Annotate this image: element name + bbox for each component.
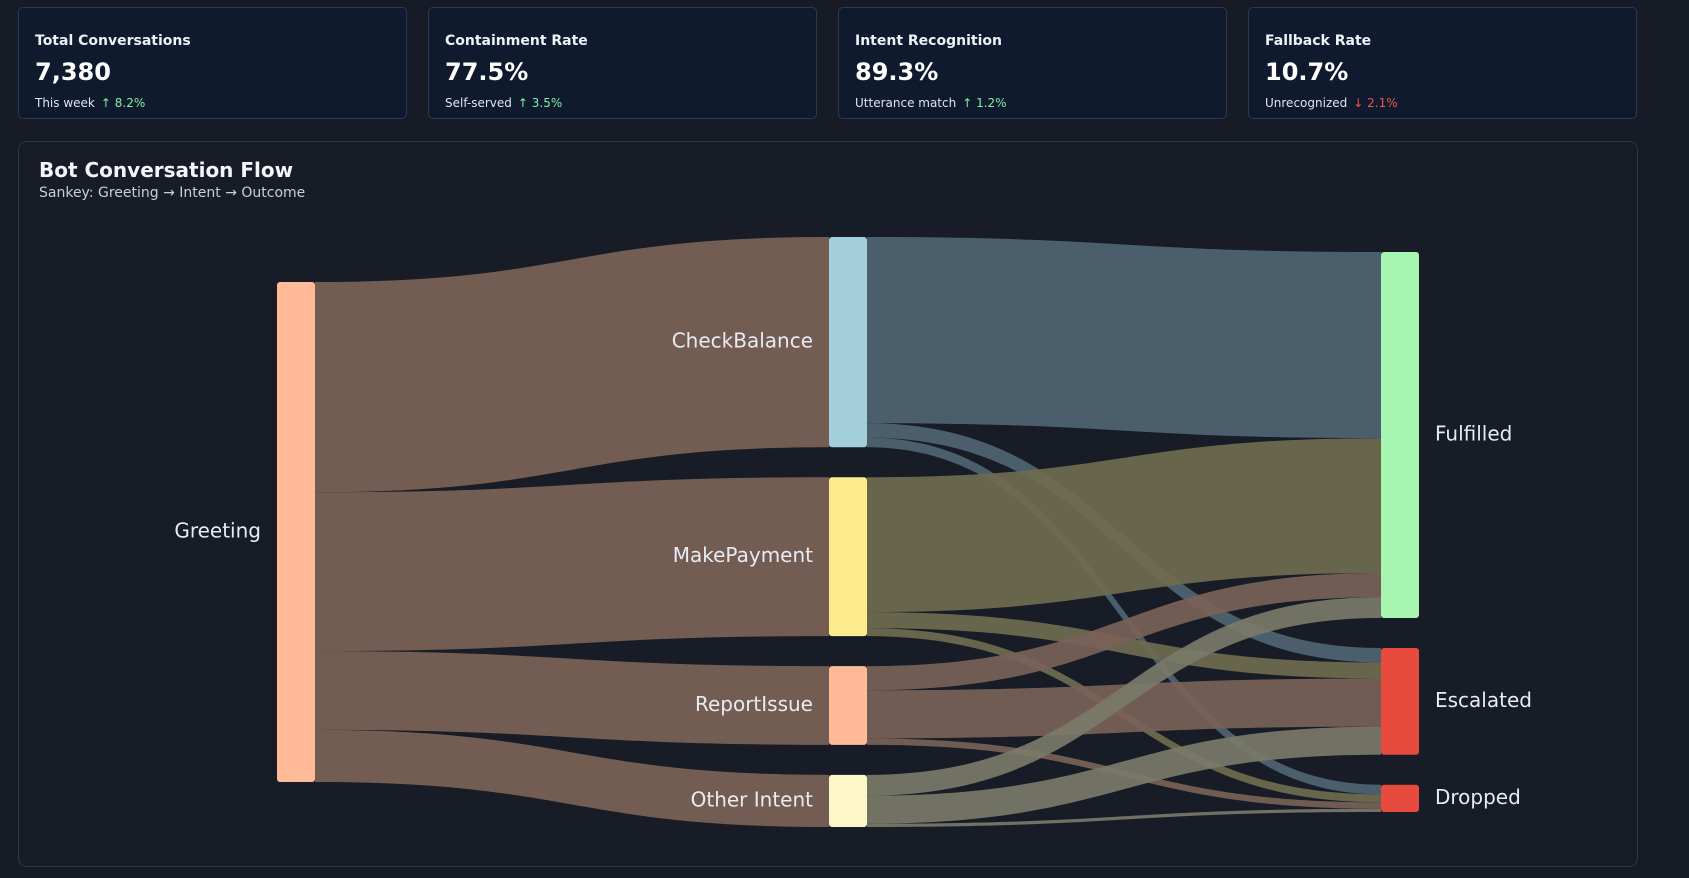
sankey-labels: Greeting CheckBalance MakePayment ReportIss… (174, 329, 1532, 812)
kpi-value: 7,380 (35, 58, 111, 86)
sankey-link-make_payment-to-fulfilled (867, 438, 1381, 613)
sankey-link-greeting-to-make_payment (315, 477, 829, 652)
kpi-value: 10.7% (1265, 58, 1349, 86)
sankey-label-report-issue: ReportIssue (695, 692, 813, 716)
kpi-title: Containment Rate (445, 33, 588, 49)
kpi-card-containment-rate: Containment Rate 77.5% Self-served ↑ 3.5% (428, 7, 817, 119)
sankey-node-make-payment (829, 477, 867, 637)
sankey-nodes (277, 237, 1419, 827)
kpi-delta: ↓ 2.1% (1353, 96, 1398, 110)
sankey-label-dropped: Dropped (1435, 785, 1521, 809)
sankey-label-fulfilled: Fulfilled (1435, 421, 1512, 445)
sankey-label-make-payment: MakePayment (673, 543, 813, 567)
sankey-label-greeting: Greeting (174, 519, 261, 543)
sankey-link-other_intent-to-escalated (867, 726, 1381, 824)
kpi-sub-label: Utterance match (855, 96, 957, 110)
sankey-link-greeting-to-check_balance (315, 237, 829, 493)
kpi-subtitle: Utterance match ↑ 1.2% (855, 96, 1007, 110)
sankey-link-make_payment-to-escalated (867, 612, 1381, 679)
sankey-node-greeting (277, 282, 315, 782)
kpi-sub-label: Self-served (445, 96, 512, 110)
sankey-chart: Greeting CheckBalance MakePayment ReportIss… (174, 237, 1532, 827)
panel-subtitle: Sankey: Greeting → Intent → Outcome (39, 185, 306, 201)
panel-title: Bot Conversation Flow (39, 158, 294, 182)
sankey-link-report_issue-to-fulfilled (867, 573, 1381, 691)
kpi-title: Intent Recognition (855, 33, 1002, 49)
kpi-delta: ↑ 1.2% (962, 96, 1007, 110)
kpi-card-intent-recognition: Intent Recognition 89.3% Utterance match… (838, 7, 1227, 119)
sankey-link-other_intent-to-fulfilled (867, 597, 1381, 796)
sankey-node-fulfilled (1381, 252, 1419, 618)
sankey-label-escalated: Escalated (1435, 688, 1532, 712)
kpi-card-total-conversations: Total Conversations 7,380 This week ↑ 8.2… (18, 7, 407, 119)
kpi-title: Fallback Rate (1265, 33, 1372, 49)
sankey-link-report_issue-to-escalated (867, 678, 1381, 739)
sankey-node-dropped (1381, 784, 1419, 812)
sankey-link-greeting-to-report_issue (315, 651, 829, 745)
sankey-node-report-issue (829, 666, 867, 745)
sankey-link-other_intent-to-dropped (867, 808, 1381, 827)
kpi-delta: ↑ 3.5% (517, 96, 563, 110)
sankey-node-check-balance (829, 237, 867, 448)
conversation-flow-panel: Bot Conversation Flow Sankey: Greeting →… (18, 141, 1638, 867)
sankey-links (315, 237, 1381, 827)
kpi-subtitle: Self-served ↑ 3.5% (445, 96, 562, 110)
kpi-value: 77.5% (445, 58, 529, 86)
kpi-sub-label: Unrecognized (1265, 96, 1348, 110)
kpi-title: Total Conversations (35, 33, 191, 49)
kpi-value: 89.3% (855, 58, 939, 86)
sankey-node-escalated (1381, 647, 1419, 755)
kpi-delta: ↑ 8.2% (100, 96, 146, 110)
sankey-link-greeting-to-other_intent (315, 729, 829, 827)
kpi-subtitle: This week ↑ 8.2% (35, 96, 145, 110)
kpi-subtitle: Unrecognized ↓ 2.1% (1265, 96, 1398, 110)
sankey-label-check-balance: CheckBalance (672, 329, 813, 353)
kpi-card-fallback-rate: Fallback Rate 10.7% Unrecognized ↓ 2.1% (1248, 7, 1637, 119)
sankey-node-other-intent (829, 774, 867, 827)
sankey-link-check_balance-to-dropped (867, 437, 1381, 795)
sankey-link-check_balance-to-fulfilled (867, 237, 1381, 439)
kpi-sub-label: This week (35, 96, 95, 110)
sankey-label-other-intent: Other Intent (691, 787, 814, 811)
